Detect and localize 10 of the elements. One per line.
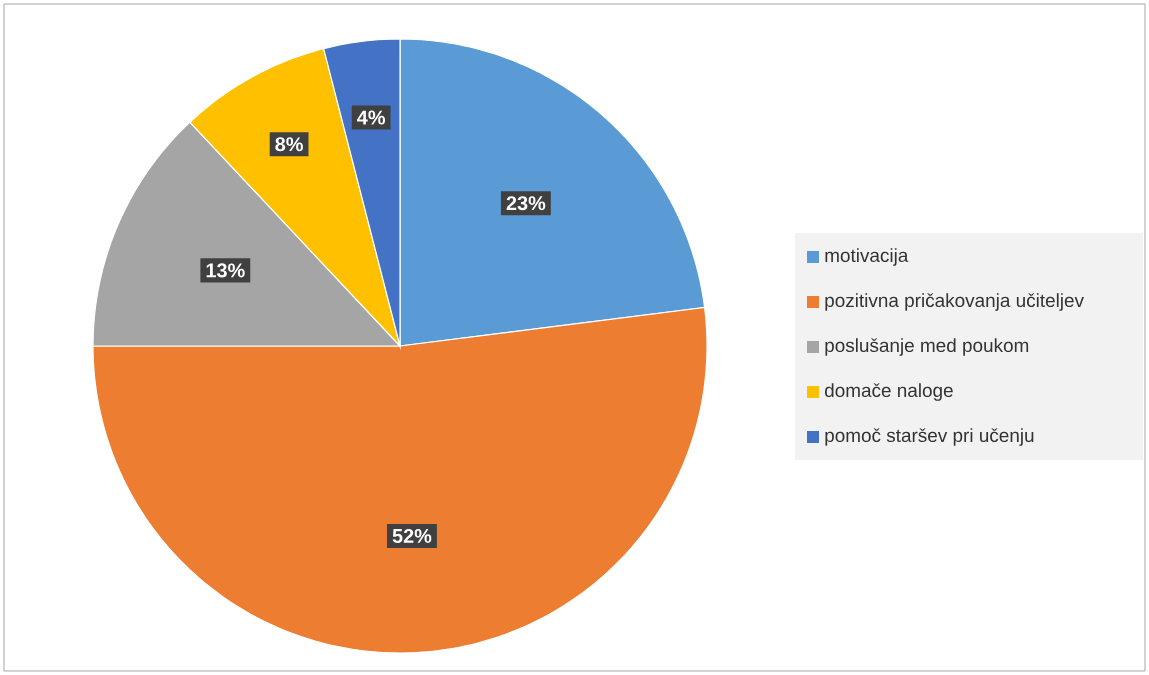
legend-label: pozitivna pričakovanja učiteljev <box>825 293 1084 311</box>
data-label: 52% <box>392 528 432 543</box>
data-label: 23% <box>506 196 546 211</box>
data-label: 4% <box>357 110 386 125</box>
legend-label: domače naloge <box>825 383 953 401</box>
data-label: 8% <box>275 137 303 152</box>
legend-label: poslušanje med poukom <box>825 338 1029 356</box>
legend-label: motivacija <box>825 248 909 266</box>
legend-label: pomoč staršev pri učenju <box>825 428 1034 446</box>
data-label: 13% <box>206 263 245 278</box>
